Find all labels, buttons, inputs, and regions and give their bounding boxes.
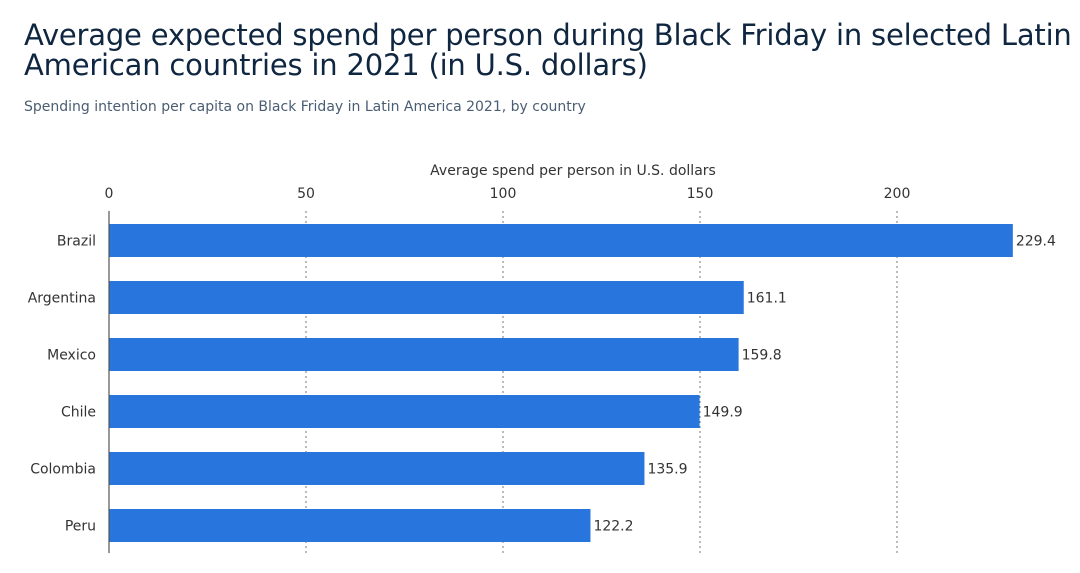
category-label: Argentina bbox=[28, 291, 96, 307]
bar-colombia[interactable] bbox=[109, 452, 645, 485]
value-label: 149.9 bbox=[703, 405, 743, 421]
x-tick-label: 50 bbox=[297, 186, 315, 202]
x-tick-label: 150 bbox=[687, 186, 714, 202]
x-tick-label: 200 bbox=[884, 186, 911, 202]
x-tick-label: 100 bbox=[490, 186, 517, 202]
category-label: Peru bbox=[65, 519, 96, 535]
value-label: 161.1 bbox=[747, 291, 787, 307]
category-label: Mexico bbox=[47, 348, 96, 364]
value-label: 135.9 bbox=[647, 462, 687, 478]
chart-subtitle: Spending intention per capita on Black F… bbox=[24, 99, 586, 115]
bar-peru[interactable] bbox=[109, 509, 591, 542]
value-label: 159.8 bbox=[742, 348, 782, 364]
chart-title: Average expected spend per person during… bbox=[24, 18, 1072, 82]
value-label: 229.4 bbox=[1016, 234, 1056, 250]
category-label: Chile bbox=[61, 405, 96, 421]
bar-brazil[interactable] bbox=[109, 224, 1013, 257]
x-axis-title: Average spend per person in U.S. dollars bbox=[430, 163, 716, 179]
x-tick-label: 0 bbox=[105, 186, 114, 202]
category-label: Colombia bbox=[30, 462, 96, 478]
bar-chile[interactable] bbox=[109, 395, 700, 428]
category-label: Brazil bbox=[57, 234, 96, 250]
bar-argentina[interactable] bbox=[109, 281, 744, 314]
bar-mexico[interactable] bbox=[109, 338, 739, 371]
value-label: 122.2 bbox=[593, 519, 633, 535]
